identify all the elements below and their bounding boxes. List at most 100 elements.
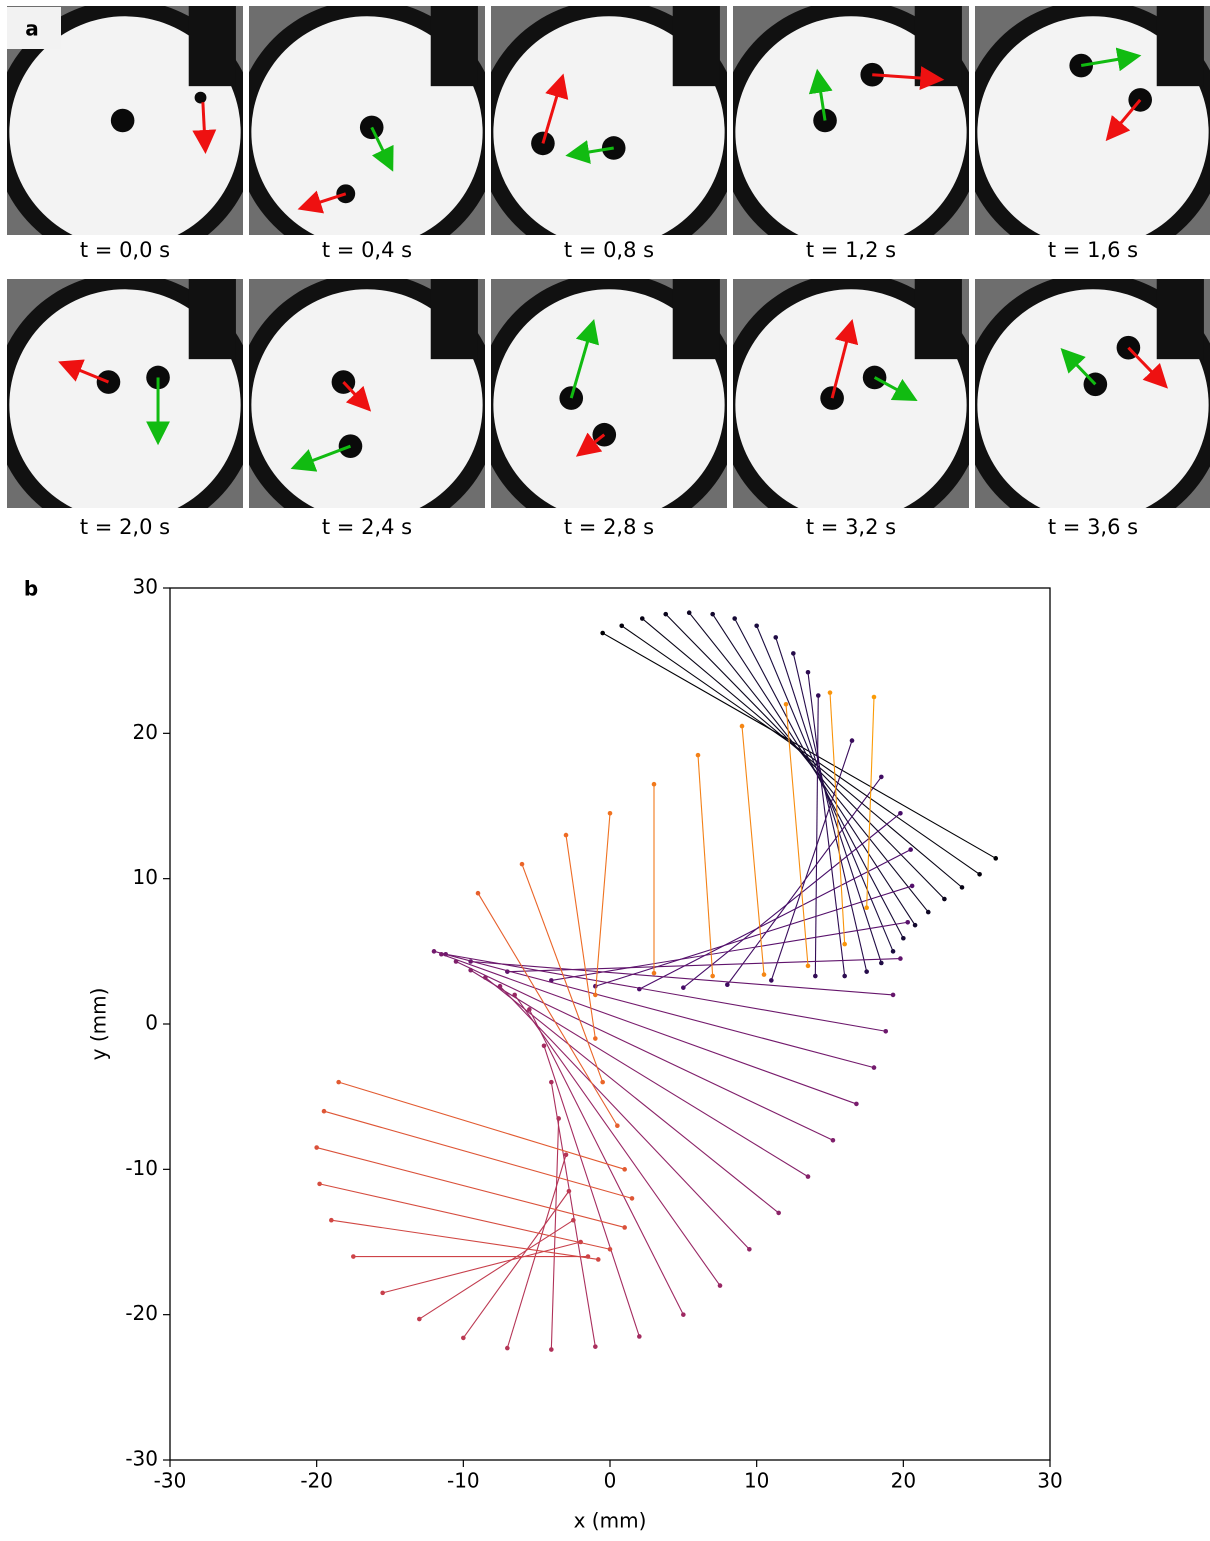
particle-a-point — [849, 738, 855, 743]
pair-segment — [829, 692, 846, 945]
particle-b-point — [912, 922, 918, 928]
particle-a-point — [783, 701, 789, 707]
particle-a-point — [695, 752, 701, 758]
arrow — [1105, 98, 1142, 142]
particle-a-point — [329, 1217, 334, 1223]
pair-segment — [814, 695, 819, 977]
arrow — [565, 140, 614, 164]
particle-b-point — [842, 941, 847, 947]
particle-b-point — [890, 949, 896, 954]
particle-b-point — [879, 960, 884, 966]
photo — [975, 279, 1210, 508]
x-tick-label: -20 — [300, 1469, 333, 1493]
particle-a-point — [827, 690, 833, 695]
particle — [860, 62, 885, 87]
particle-a-point — [791, 651, 796, 656]
particle-a-point — [563, 832, 569, 838]
photo — [975, 6, 1210, 235]
particle-a-point — [747, 1246, 752, 1252]
particle-a-point — [815, 693, 821, 698]
particle-b-point — [805, 963, 811, 969]
particle-a-point — [686, 610, 692, 616]
particle-b-point — [842, 973, 847, 979]
particle-b-point — [615, 1123, 620, 1129]
probe — [430, 6, 478, 87]
particle-b-point — [595, 1257, 601, 1262]
particle — [559, 386, 584, 410]
particle-a-point — [732, 616, 737, 621]
particle-b-point — [977, 872, 982, 877]
particle-a-point — [607, 810, 613, 816]
pair-segment — [514, 994, 721, 1286]
particle — [359, 115, 384, 140]
particle-b-point — [942, 896, 947, 902]
particle-b-point — [563, 1152, 569, 1158]
photo-grid — [7, 6, 1210, 508]
particle-a-point — [871, 1065, 877, 1070]
pair-segment — [770, 740, 853, 981]
pair-segment — [550, 1118, 560, 1350]
probe — [1156, 6, 1204, 87]
dish-interior — [735, 16, 967, 235]
pair-segment — [323, 1110, 633, 1199]
particle-b-point — [681, 985, 686, 990]
particle-a-point — [505, 1345, 510, 1351]
panel-label: a — [25, 17, 39, 41]
pair-segment — [682, 812, 901, 989]
arrow — [872, 66, 945, 91]
frame-label: t = 1,2 s — [806, 238, 896, 262]
particle-b-point — [651, 970, 657, 976]
photo — [733, 6, 969, 235]
particle-a-point — [908, 847, 913, 852]
panel-label: b — [24, 577, 38, 601]
particle-a-point — [519, 861, 525, 867]
y-tick-label: -10 — [125, 1156, 158, 1180]
arrow — [541, 73, 569, 144]
particle-a-point — [871, 694, 877, 700]
frame-label: t = 2,4 s — [322, 515, 412, 539]
pair-segment — [507, 958, 901, 973]
frame-label: t = 2,0 s — [80, 515, 170, 539]
particle-a-point — [854, 1101, 859, 1107]
y-tick-label: -30 — [125, 1447, 158, 1471]
pair-segment — [775, 637, 882, 964]
pair-segment — [445, 953, 886, 1032]
photo — [249, 279, 485, 508]
pair-segment — [792, 653, 868, 972]
pair-segment — [594, 813, 611, 995]
frame-label: t = 0,0 s — [80, 238, 170, 262]
arrow — [1127, 346, 1168, 389]
particle-a-point — [461, 1335, 466, 1341]
particle-a-point — [883, 1028, 889, 1034]
pair-segment — [470, 960, 894, 996]
probe — [188, 279, 236, 360]
frame-label: t = 0,8 s — [564, 238, 654, 262]
pair-segment — [741, 726, 765, 975]
particle-b-point — [593, 983, 598, 989]
particle-a-point — [314, 1145, 319, 1150]
frame-label: t = 0,4 s — [322, 238, 412, 262]
particle-a-point — [717, 1283, 723, 1288]
arrow — [569, 319, 599, 399]
pair-segment — [506, 1154, 567, 1349]
particle-b-point — [541, 1043, 547, 1049]
probe — [430, 279, 478, 360]
x-tick-label: 0 — [604, 1469, 617, 1493]
pair-segment — [441, 953, 857, 1105]
particle-a-point — [380, 1290, 385, 1296]
particle-b-point — [571, 1217, 576, 1223]
particle-a-point — [776, 1210, 781, 1216]
particle-a-point — [351, 1254, 356, 1259]
arrow — [873, 376, 918, 401]
particle-a-point — [909, 883, 915, 889]
arrow — [297, 190, 347, 214]
probe — [914, 279, 962, 360]
arrow — [808, 68, 833, 121]
probe — [1156, 279, 1204, 360]
particle-a-point — [637, 1334, 642, 1339]
particle-a-point — [475, 890, 481, 896]
probe — [672, 279, 720, 360]
pair-segment — [382, 1241, 581, 1294]
particle-b-point — [761, 972, 767, 977]
y-tick-label: 10 — [133, 865, 158, 889]
